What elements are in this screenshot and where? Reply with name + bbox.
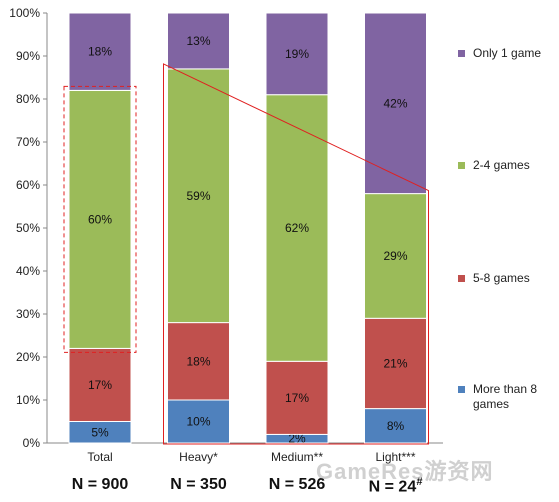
highlight-outline-segments — [163, 63, 429, 445]
y-tick-label: 90% — [16, 49, 40, 63]
bar-segment — [364, 12, 427, 195]
data-label: 62% — [285, 221, 309, 235]
data-label: 59% — [186, 189, 210, 203]
y-tick-label: 60% — [16, 178, 40, 192]
category-label: Heavy* — [179, 450, 218, 464]
data-label: 5% — [91, 425, 109, 439]
sample-size-footnote-mark: # — [416, 476, 423, 488]
data-label: 10% — [186, 415, 210, 429]
legend-item: Only 1 game — [458, 46, 558, 61]
legend-swatch — [458, 386, 465, 393]
legend-label: 2-4 games — [473, 158, 530, 172]
legend-label: More than 8 games — [473, 382, 538, 411]
data-label: 17% — [88, 378, 112, 392]
sample-size-label: N = 900 — [71, 476, 129, 493]
data-label: 8% — [387, 419, 405, 433]
y-tick-label: 50% — [16, 221, 40, 235]
legend-label: Only 1 game — [473, 46, 542, 60]
data-label: 29% — [383, 249, 407, 263]
data-label: 21% — [383, 356, 407, 370]
bar-segment — [68, 89, 132, 349]
y-tick-label: 80% — [16, 92, 40, 106]
y-tick-label: 0% — [23, 436, 41, 450]
y-tick-label: 40% — [16, 264, 40, 278]
legend-label: 5-8 games — [473, 271, 530, 285]
data-label: 19% — [285, 47, 309, 61]
legend-swatch — [458, 275, 465, 282]
bar-segment — [167, 322, 230, 401]
bar-segment — [167, 12, 230, 70]
legend-swatch — [458, 162, 465, 169]
bar-segment — [265, 94, 329, 362]
y-tick-label: 100% — [9, 6, 40, 20]
bar-segment — [68, 12, 132, 91]
y-tick-label: 20% — [16, 350, 40, 364]
bar-segment — [167, 68, 230, 324]
y-tick-label: 70% — [16, 135, 40, 149]
y-tick-label: 10% — [16, 393, 40, 407]
category-label: Total — [87, 450, 112, 464]
sample-size-label: N = 350 — [170, 476, 227, 493]
legend-swatch — [458, 50, 465, 57]
data-label: 18% — [88, 45, 112, 59]
category-label: Light*** — [375, 450, 415, 464]
bar-segment — [167, 399, 230, 444]
data-label: 60% — [88, 212, 112, 226]
bar-segment — [265, 12, 329, 96]
legend-item: 2-4 games — [458, 158, 558, 173]
data-label: 17% — [285, 391, 309, 405]
bar-segment — [68, 347, 132, 422]
legend-item: 5-8 games — [458, 271, 558, 286]
data-label: 2% — [288, 432, 306, 446]
sample-size-label: N = 526 — [268, 476, 326, 493]
sample-size-label: N = 24# — [368, 476, 423, 496]
data-label: 13% — [186, 34, 210, 48]
category-label: Medium** — [271, 450, 323, 464]
data-label: 42% — [383, 96, 407, 110]
watermark: GameRes游资网 — [316, 459, 494, 484]
y-tick-label: 30% — [16, 307, 40, 321]
highlight-box-total — [63, 85, 137, 353]
legend-item: More than 8 games — [458, 382, 558, 412]
data-label: 18% — [186, 354, 210, 368]
bar-segment — [265, 360, 329, 435]
